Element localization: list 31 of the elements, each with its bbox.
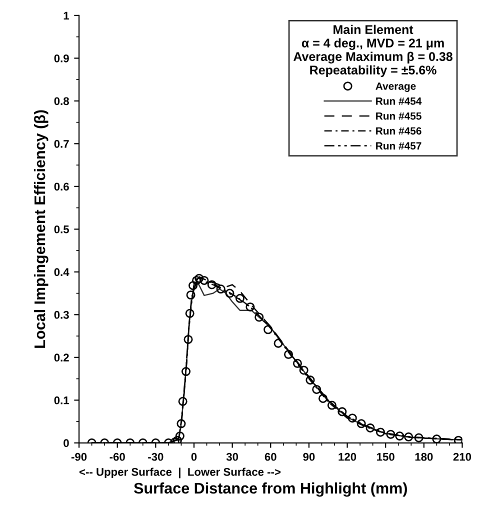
x-tick-label: 30 [226, 452, 238, 461]
y-tick-label: 1 [64, 12, 70, 20]
y-tick-label: 0.2 [54, 354, 69, 362]
x-axis-title: Surface Distance from Highlight (mm) [134, 482, 407, 497]
x-tick-label: 210 [453, 452, 472, 461]
x-tick-label: 60 [264, 452, 276, 461]
y-tick-label: 0.3 [54, 310, 69, 319]
y-tick-label: 0.1 [54, 396, 70, 404]
x-tick-label: 0 [191, 452, 197, 461]
y-axis-title: Local Impingement Efficiency (β) [34, 110, 48, 348]
x-tick-label: 120 [338, 452, 356, 461]
legend-label: Run #456 [376, 127, 422, 135]
legend-label: Run #455 [376, 112, 422, 120]
y-tick-label: 0.7 [54, 140, 69, 148]
x-tick-label: 180 [415, 452, 433, 461]
legend-label: Run #457 [376, 142, 422, 150]
y-tick-label: 0.9 [54, 54, 69, 62]
legend-label: Run #454 [376, 98, 422, 105]
y-tick-label: 0.5 [54, 225, 70, 234]
legend-title: Main Element α = 4 deg., MVD = 21 μm Average Maximum β = 0.38 Repeatability = ±5.6% [294, 24, 452, 77]
y-tick-label: 0.4 [54, 268, 70, 276]
text: <-- Upper Surface | Lower Surface --> [80, 468, 281, 478]
x-tick-label: 90 [303, 452, 315, 461]
legend-label: Average [376, 82, 416, 92]
y-tick-label: 0.6 [54, 182, 69, 191]
x-tick-label: -60 [110, 452, 125, 461]
y-tick-label: 0.8 [54, 97, 69, 106]
y-tick-label: 0 [64, 439, 69, 448]
x-tick-label: -30 [148, 452, 164, 461]
x-tick-label: 150 [377, 452, 394, 461]
x-tick-label: -90 [71, 452, 87, 461]
